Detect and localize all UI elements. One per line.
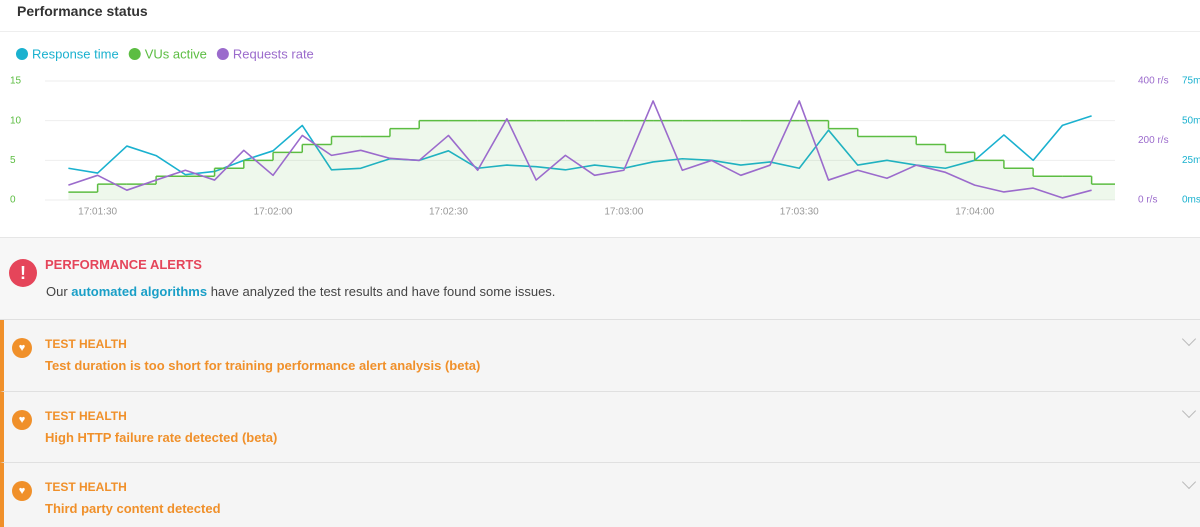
text: have analyzed the test results and have … <box>207 284 556 299</box>
x-tick-label: 17:04:00 <box>955 207 994 218</box>
legend-label: Requests rate <box>233 46 314 61</box>
alert-category: TEST HEALTH <box>45 408 127 423</box>
link[interactable]: automated algorithms <box>71 284 208 299</box>
y-tick-label: 5 <box>10 155 16 166</box>
legend-swatch <box>128 48 141 60</box>
expand-chevron[interactable] <box>1181 474 1197 490</box>
alert-item[interactable]: ♥ TEST HEALTH Test duration is too short f… <box>0 320 1200 392</box>
vu-area <box>68 120 1116 200</box>
y3-tick-label: 25ms <box>1182 155 1200 166</box>
x-tick-label: 17:02:00 <box>254 207 293 218</box>
alert-title: Third party content detected <box>45 501 221 516</box>
y2-tick-label: 200 r/s <box>1138 135 1169 146</box>
legend-swatch <box>16 48 28 60</box>
legend-label: Response time <box>32 46 119 61</box>
x-tick-label: 17:03:30 <box>780 207 819 218</box>
series-line <box>68 100 1092 199</box>
expand-chevron[interactable] <box>1181 331 1197 347</box>
y2-tick-label: 400 r/s <box>1138 76 1169 87</box>
alerts-text: Our automated algorithms have analyzed t… <box>46 284 555 299</box>
chart: Response time VUs active Requests rate 0 5 10… <box>10 46 1200 218</box>
alert-category: TEST HEALTH <box>45 480 127 494</box>
y3-tick-label: 75ms <box>1182 76 1200 87</box>
x-tick-label: 17:03:00 <box>604 207 643 218</box>
y3-tick-label: 0ms <box>1182 195 1200 206</box>
legend-swatch <box>216 48 229 60</box>
text: Our <box>46 284 72 299</box>
y3-tick-label: 50ms <box>1182 115 1200 126</box>
health-icon: ♥ <box>12 409 32 430</box>
x-tick-label: 17:02:30 <box>429 207 468 218</box>
y2-tick-label: 0 r/s <box>1138 195 1157 206</box>
health-icon: ♥ <box>12 481 32 501</box>
y-tick-label: 15 <box>10 76 22 87</box>
alert-item[interactable]: ♥ TEST HEALTH Third party content detected <box>0 463 1200 527</box>
y-tick-label: 10 <box>10 115 22 126</box>
x-tick-label: 17:01:30 <box>78 207 117 218</box>
alerts-title: PERFORMANCE ALERTS <box>45 257 202 272</box>
legend-label: VUs active <box>145 46 207 61</box>
y-tick-label: 0 <box>10 195 16 206</box>
expand-chevron[interactable] <box>1181 403 1197 418</box>
header-title: Performance status <box>17 3 148 19</box>
alert-item[interactable]: ♥ TEST HEALTH High HTTP failure rate detec… <box>0 391 1200 463</box>
health-icon: ♥ <box>12 338 32 358</box>
alert-title: Test duration is too short for training … <box>45 358 481 373</box>
alerts-banner: ! PERFORMANCE ALERTS Our automated algor… <box>0 237 1200 320</box>
alert-icon: ! <box>9 259 37 287</box>
alert-title: High HTTP failure rate detected (beta) <box>45 429 278 445</box>
alert-category: TEST HEALTH <box>45 337 127 351</box>
alert-list: ♥ TEST HEALTH Test duration is too short f… <box>0 320 1200 527</box>
header: Performance status <box>0 0 1200 32</box>
